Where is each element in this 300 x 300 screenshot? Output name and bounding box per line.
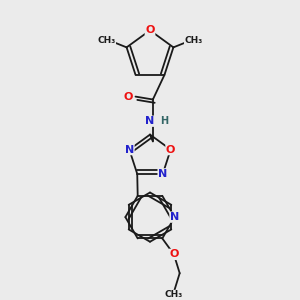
Text: N: N <box>158 169 167 179</box>
Text: CH₃: CH₃ <box>184 36 203 45</box>
Text: N: N <box>170 212 179 222</box>
Text: N: N <box>145 116 154 126</box>
Text: H: H <box>160 116 168 126</box>
Text: O: O <box>166 145 175 154</box>
Text: CH₃: CH₃ <box>97 36 116 45</box>
Text: O: O <box>123 92 133 102</box>
Text: O: O <box>145 25 155 35</box>
Text: N: N <box>125 145 134 154</box>
Text: CH₃: CH₃ <box>165 290 183 299</box>
Text: O: O <box>169 249 178 260</box>
